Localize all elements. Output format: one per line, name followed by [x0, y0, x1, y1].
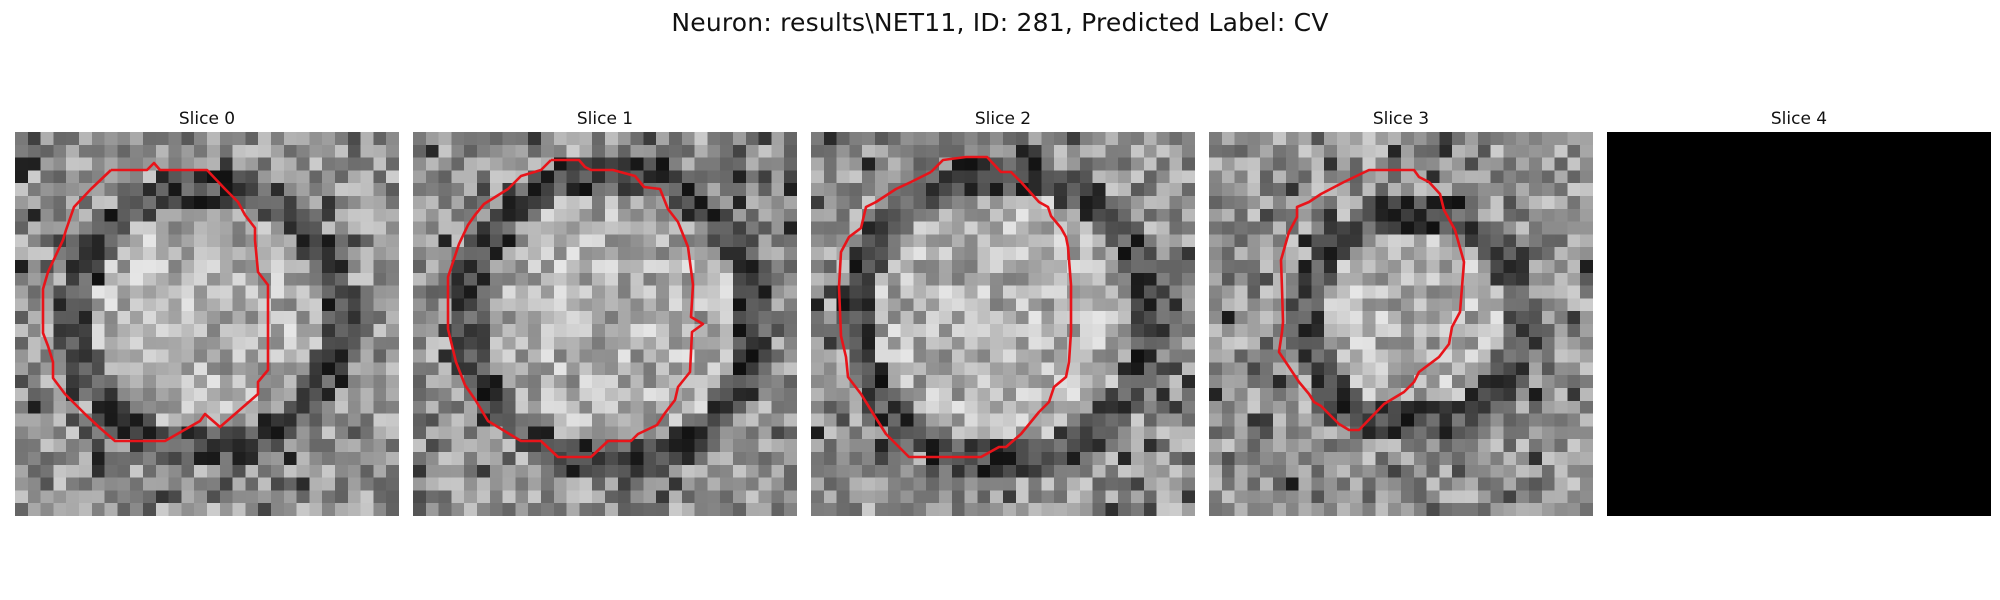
segmentation-contour: [446, 158, 705, 459]
slice-title: Slice 0: [178, 109, 236, 129]
microscopy-image: [1209, 132, 1593, 516]
slice-panel-1: Slice 1: [413, 106, 797, 516]
microscopy-image: [413, 132, 797, 516]
microscopy-image: [811, 132, 1195, 516]
slice-title: Slice 2: [974, 109, 1032, 129]
slice-title: Slice 4: [1770, 109, 1828, 129]
slice-panel-3: Slice 3: [1209, 106, 1593, 516]
slice-title: Slice 3: [1372, 109, 1430, 129]
slice-panel-2: Slice 2: [811, 106, 1195, 516]
slice-panel-4: Slice 4: [1607, 106, 1991, 516]
slice-image: [15, 132, 399, 516]
segmentation-contour: [41, 161, 270, 443]
slice-title: Slice 1: [576, 109, 634, 129]
figure-title: Neuron: results\NET11, ID: 281, Predicte…: [671, 8, 1329, 37]
slice-image: [413, 132, 797, 516]
segmentation-contour: [1277, 168, 1466, 432]
slice-panel-0: Slice 0: [15, 106, 399, 516]
slice-image: [1607, 132, 1991, 516]
microscopy-image: [15, 132, 399, 516]
segmentation-contour: [837, 155, 1073, 459]
slice-image: [1209, 132, 1593, 516]
slice-image: [811, 132, 1195, 516]
microscopy-image: [1607, 132, 1991, 516]
